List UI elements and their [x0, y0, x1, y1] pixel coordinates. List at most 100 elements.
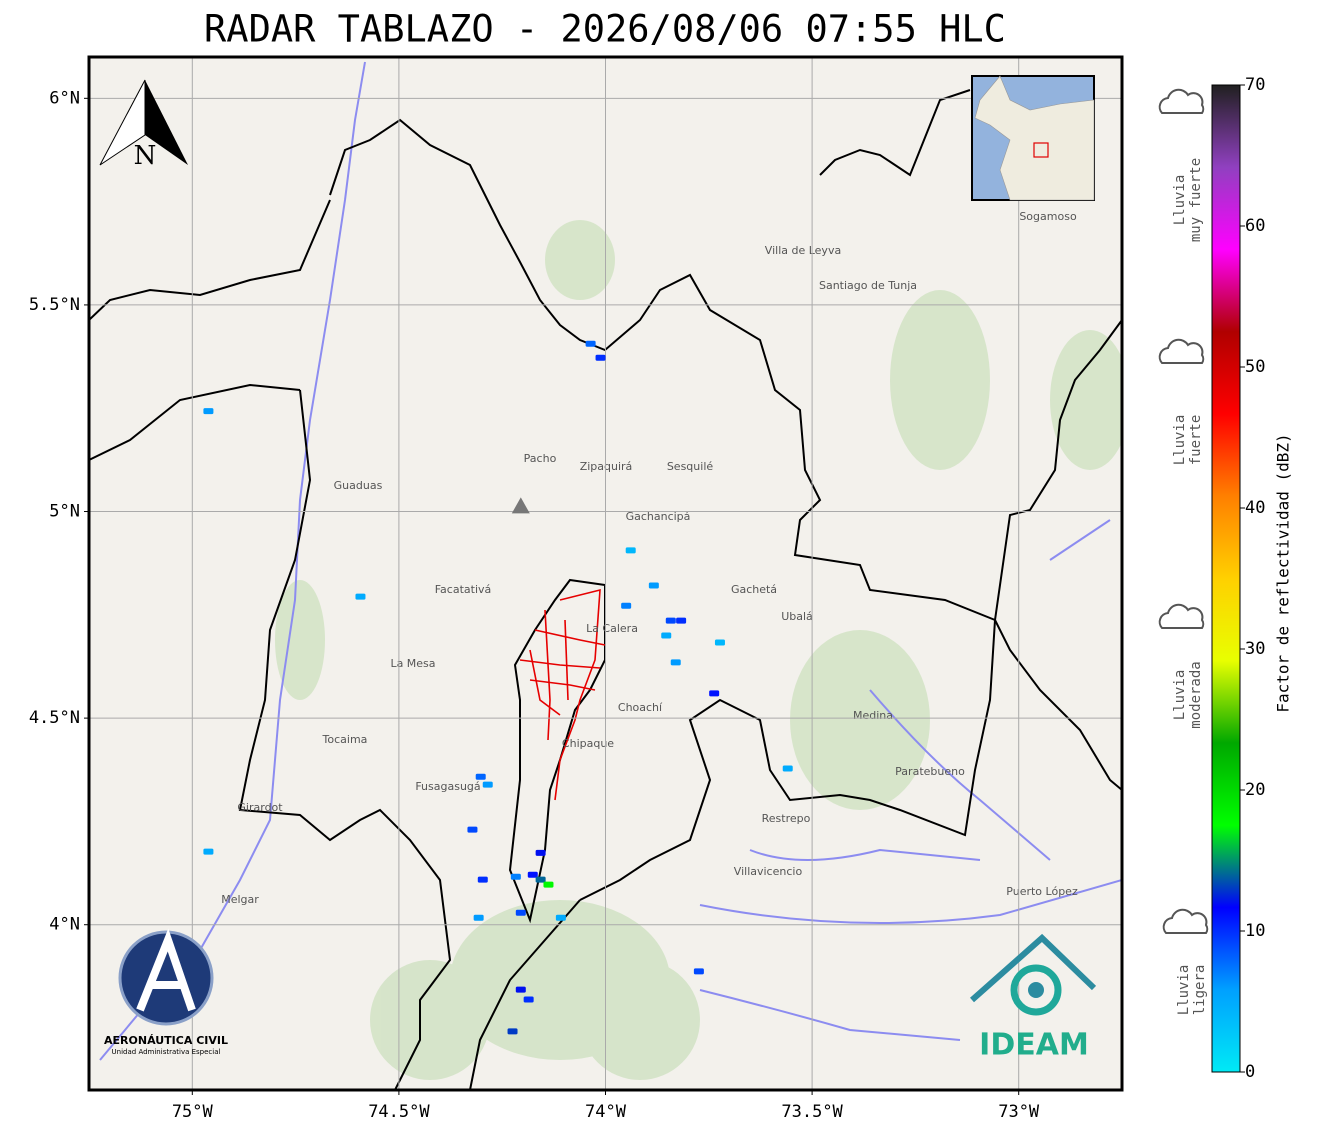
echo [467, 826, 478, 833]
place-label: Choachí [618, 701, 663, 714]
echo [595, 354, 606, 361]
place-label: La Calera [586, 622, 638, 635]
y-tick-label: 5.5°N [29, 295, 80, 315]
rain-icon [1162, 908, 1209, 934]
echo [648, 582, 659, 589]
echo [527, 871, 538, 878]
place-label: Gachancipá [626, 510, 691, 523]
echo [515, 986, 526, 993]
x-tick-label: 74°W [585, 1102, 627, 1122]
colorbar-tick-label: 20 [1245, 780, 1265, 800]
place-labels: Villavicencio Zipaquirá Villa de Leyva S… [221, 210, 1078, 906]
echo [523, 996, 534, 1003]
axis-ticks: 75°W 74.5°W 74°W 73.5°W 73°W 4°N 4.5°N 5°N 5.5°N… [29, 88, 1040, 1122]
north-label: N [134, 141, 157, 171]
aerocivil-logo: AERONÁUTICA CIVIL Unidad Administrativa … [104, 928, 228, 1056]
place-label: Sogamoso [1019, 210, 1077, 223]
colorbar-tick-label: 30 [1245, 639, 1265, 659]
echo [676, 617, 687, 624]
colorbar-tick-label: 0 [1245, 1062, 1255, 1082]
echo [693, 968, 704, 975]
place-label: Santiago de Tunja [819, 279, 917, 292]
grid [89, 57, 1122, 1090]
logo-text: AERONÁUTICA CIVIL [104, 1034, 228, 1047]
place-label: Villa de Leyva [765, 244, 841, 257]
admin-borders [89, 89, 1122, 1090]
echoes [203, 340, 793, 1035]
place-label: Pacho [524, 452, 557, 465]
echo [535, 849, 546, 856]
echo [515, 909, 526, 916]
colorbar-tick-label: 40 [1245, 498, 1265, 518]
echo [203, 408, 214, 415]
echo [670, 659, 681, 666]
place-label: Villavicencio [734, 865, 803, 878]
echo [535, 876, 546, 883]
place-label: La Mesa [390, 657, 435, 670]
echo [510, 873, 521, 880]
place-label: Chipaque [562, 737, 614, 750]
north-arrow: N [99, 79, 188, 171]
logo-text: IDEAM [979, 1028, 1089, 1063]
colorbar-tick-label: 60 [1245, 216, 1265, 236]
place-label: Guaduas [334, 479, 383, 492]
place-label: Fusagasugá [415, 780, 480, 793]
place-label: Facatativá [435, 583, 492, 596]
echo [621, 602, 632, 609]
place-label: Gachetá [731, 583, 777, 596]
echo [482, 781, 493, 788]
echo [709, 690, 720, 697]
colorbar [1211, 84, 1241, 1073]
y-tick-label: 4°N [49, 915, 80, 935]
echo [477, 876, 488, 883]
place-label: Paratebueno [895, 765, 965, 778]
echo [782, 765, 793, 772]
place-label: Ubalá [781, 610, 813, 623]
x-tick-label: 73.5°W [781, 1102, 843, 1122]
y-tick-label: 5°N [49, 502, 80, 522]
rain-class-label: muy fuerte [1188, 158, 1204, 242]
colorbar-label: Factor de reflectividad (dBZ) [1274, 433, 1293, 712]
echo [355, 593, 366, 600]
echo [661, 632, 672, 639]
echo [203, 848, 214, 855]
echo [473, 914, 484, 921]
echo [475, 773, 486, 780]
rain-class-label: Lluvia [1172, 175, 1188, 226]
place-label: Sesquilé [667, 460, 714, 473]
place-label: Girardot [237, 801, 283, 814]
echo [585, 340, 596, 347]
echo [714, 639, 725, 646]
green-areas [275, 220, 1122, 1080]
rain-class-label: Lluvia [1172, 415, 1188, 466]
logo-subtext: Unidad Administrativa Especial [112, 1048, 221, 1056]
echo [543, 881, 554, 888]
x-tick-label: 73°W [998, 1102, 1040, 1122]
basemap: Villavicencio Zipaquirá Villa de Leyva S… [89, 57, 1122, 1090]
radar-site [511, 497, 530, 514]
title: RADAR TABLAZO - 2026/08/06 07:55 HLC [204, 8, 1006, 51]
place-label: Puerto López [1006, 885, 1078, 898]
echo [507, 1028, 518, 1035]
colorbar-tick-label: 50 [1245, 357, 1265, 377]
inset-map [971, 75, 1095, 201]
place-label: Tocaima [322, 733, 368, 746]
y-tick-label: 6°N [49, 88, 80, 108]
colorbar-tick-label: 10 [1245, 921, 1265, 941]
place-label: Restrepo [762, 812, 811, 825]
rain-class-label: Lluvia [1172, 670, 1188, 721]
colorbar-ticks: 0 10 20 30 40 50 60 70 [1240, 75, 1265, 1082]
x-tick-label: 75°W [172, 1102, 214, 1122]
rain-class-label: moderada [1188, 661, 1204, 728]
rain-class-label: ligera [1192, 965, 1208, 1016]
rivers [99, 61, 1122, 1061]
rain-class-label: fuerte [1188, 415, 1204, 466]
echo [555, 914, 566, 921]
place-label: Medina [853, 709, 893, 722]
rain-icon [1158, 338, 1205, 364]
bogota-roads [519, 588, 606, 801]
ideam-logo: IDEAM [970, 933, 1097, 1063]
place-label: Melgar [221, 893, 259, 906]
